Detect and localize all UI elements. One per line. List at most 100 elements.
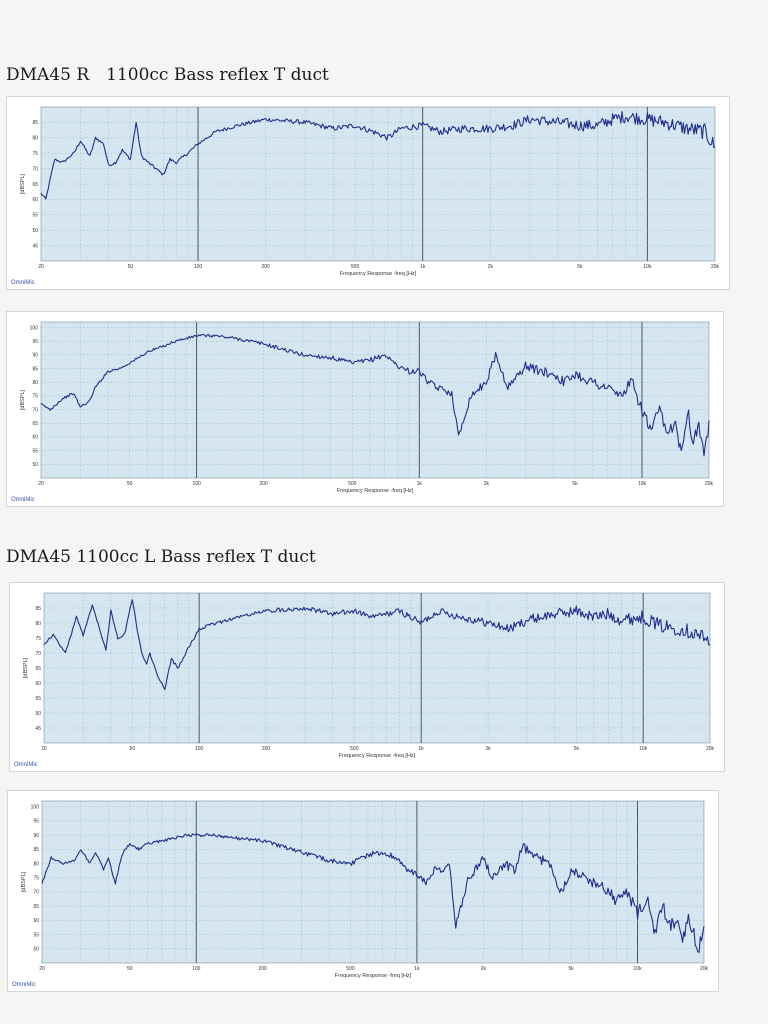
y-tick-label: 95 [32,339,38,345]
x-tick-label: 1k [414,966,420,972]
x-axis-label: Frequency Response -freq [Hz] [335,973,412,979]
y-axis-label: [dBSPL] [20,173,26,194]
y-tick-label: 55 [35,696,41,702]
x-tick-label: 500 [346,966,355,972]
x-tick-label: 200 [259,481,268,487]
y-tick-label: 75 [32,151,38,157]
x-tick-label: 50 [127,481,133,487]
y-tick-label: 100 [31,804,40,810]
x-tick-label: 1k [420,264,426,270]
y-tick-label: 50 [35,711,41,717]
plot-area [40,321,710,479]
y-tick-label: 65 [35,666,41,672]
y-axis-label: [dBSPL] [23,657,29,678]
y-tick-label: 75 [33,876,39,882]
y-tick-label: 45 [35,726,41,732]
omnimic-logo: OmniMic [11,497,35,503]
y-tick-label: 70 [32,166,38,172]
chart-panel-l-top: 45 50 55 60 65 70 75 80 85 20 50 100 200 500 1k 2k 5k 10k… [9,582,725,772]
x-tick-label: 20 [39,966,45,972]
y-tick-label: 85 [35,606,41,612]
y-tick-label: 75 [35,636,41,642]
y-tick-label: 50 [32,462,38,468]
y-axis-label: [dBSPL] [20,389,26,410]
y-tick-label: 75 [32,394,38,400]
frequency-response-chart-l-bottom: 50 55 60 65 70 75 80 85 90 95 100 20 50 100 200 500 1k 2k… [12,800,709,988]
y-tick-label: 80 [35,621,41,627]
x-tick-label: 10k [634,966,643,972]
y-tick-label: 85 [32,366,38,372]
x-tick-label: 1k [417,481,423,487]
x-axis-label: Frequency Response -freq [Hz] [337,488,414,494]
y-tick-label: 60 [32,435,38,441]
chart-panel-r-top: 45 50 55 60 65 70 75 80 85 20 50 100 200 500 1k 2k 5k 10k… [6,96,730,290]
y-tick-label: 85 [32,120,38,126]
x-tick-label: 10k [639,746,648,752]
y-tick-label: 45 [32,243,38,249]
x-tick-label: 200 [262,746,271,752]
x-tick-label: 2k [484,481,490,487]
x-tick-label: 100 [195,746,204,752]
x-tick-label: 50 [128,264,134,270]
x-tick-label: 20k [700,966,709,972]
chart-panel-l-bottom: 50 55 60 65 70 75 80 85 90 95 100 20 50 100 200 500 1k 2k… [7,790,719,992]
x-tick-label: 5k [577,264,583,270]
x-tick-label: 5k [572,481,578,487]
section-title-r: DMA45 R 1100cc Bass reflex T duct [6,65,329,85]
x-tick-label: 20 [41,746,47,752]
y-tick-label: 90 [32,353,38,359]
y-tick-label: 90 [33,833,39,839]
section-title-l: DMA45 1100cc L Bass reflex T duct [6,547,316,567]
x-tick-label: 100 [192,481,201,487]
x-tick-label: 20k [706,746,715,752]
x-tick-label: 1k [419,746,425,752]
y-tick-label: 60 [32,197,38,203]
x-tick-label: 2k [488,264,494,270]
x-tick-label: 500 [348,481,357,487]
x-axis-label: Frequency Response -freq [Hz] [340,271,417,277]
frequency-response-chart-r-top: 45 50 55 60 65 70 75 80 85 20 50 100 200 500 1k 2k 5k 10k… [11,106,720,286]
x-tick-label: 20k [711,264,720,270]
x-tick-label: 50 [127,966,133,972]
x-tick-label: 10k [638,481,647,487]
y-tick-label: 60 [35,681,41,687]
y-tick-label: 50 [32,228,38,234]
omnimic-logo: OmniMic [14,762,38,768]
y-tick-label: 50 [33,947,39,953]
y-tick-label: 55 [32,448,38,454]
y-tick-label: 85 [33,847,39,853]
frequency-response-chart-l-top: 45 50 55 60 65 70 75 80 85 20 50 100 200 500 1k 2k 5k 10k… [14,592,715,768]
y-tick-label: 60 [33,918,39,924]
x-tick-label: 500 [350,746,359,752]
y-tick-label: 70 [35,651,41,657]
x-tick-label: 2k [481,966,487,972]
frequency-response-trace [40,333,710,457]
y-tick-label: 65 [32,182,38,188]
x-tick-label: 200 [258,966,267,972]
y-tick-label: 65 [33,904,39,910]
omnimic-logo: OmniMic [11,280,35,286]
chart-panel-r-bottom: 50 55 60 65 70 75 80 85 90 95 100 20 50 100 200 500 1k 2k… [6,311,724,507]
x-tick-label: 5k [569,966,575,972]
y-tick-label: 95 [33,819,39,825]
frequency-response-chart-r-bottom: 50 55 60 65 70 75 80 85 90 95 100 20 50 100 200 500 1k 2k… [11,321,714,503]
y-tick-label: 65 [32,421,38,427]
x-tick-label: 100 [192,966,201,972]
y-tick-label: 55 [33,932,39,938]
y-tick-label: 80 [32,380,38,386]
x-tick-label: 20 [38,481,44,487]
y-axis-label: [dBSPL] [21,871,27,892]
plot-area [41,800,705,964]
x-tick-label: 100 [194,264,203,270]
y-tick-label: 100 [30,325,39,331]
x-tick-label: 500 [351,264,360,270]
x-tick-label: 20k [705,481,714,487]
x-tick-label: 2k [485,746,491,752]
frequency-response-trace [41,833,705,953]
x-tick-label: 50 [130,746,136,752]
frequency-response-trace [40,111,716,200]
x-axis-label: Frequency Response -freq [Hz] [339,753,416,759]
y-tick-label: 55 [32,213,38,219]
y-tick-label: 70 [32,407,38,413]
y-tick-label: 80 [32,136,38,142]
